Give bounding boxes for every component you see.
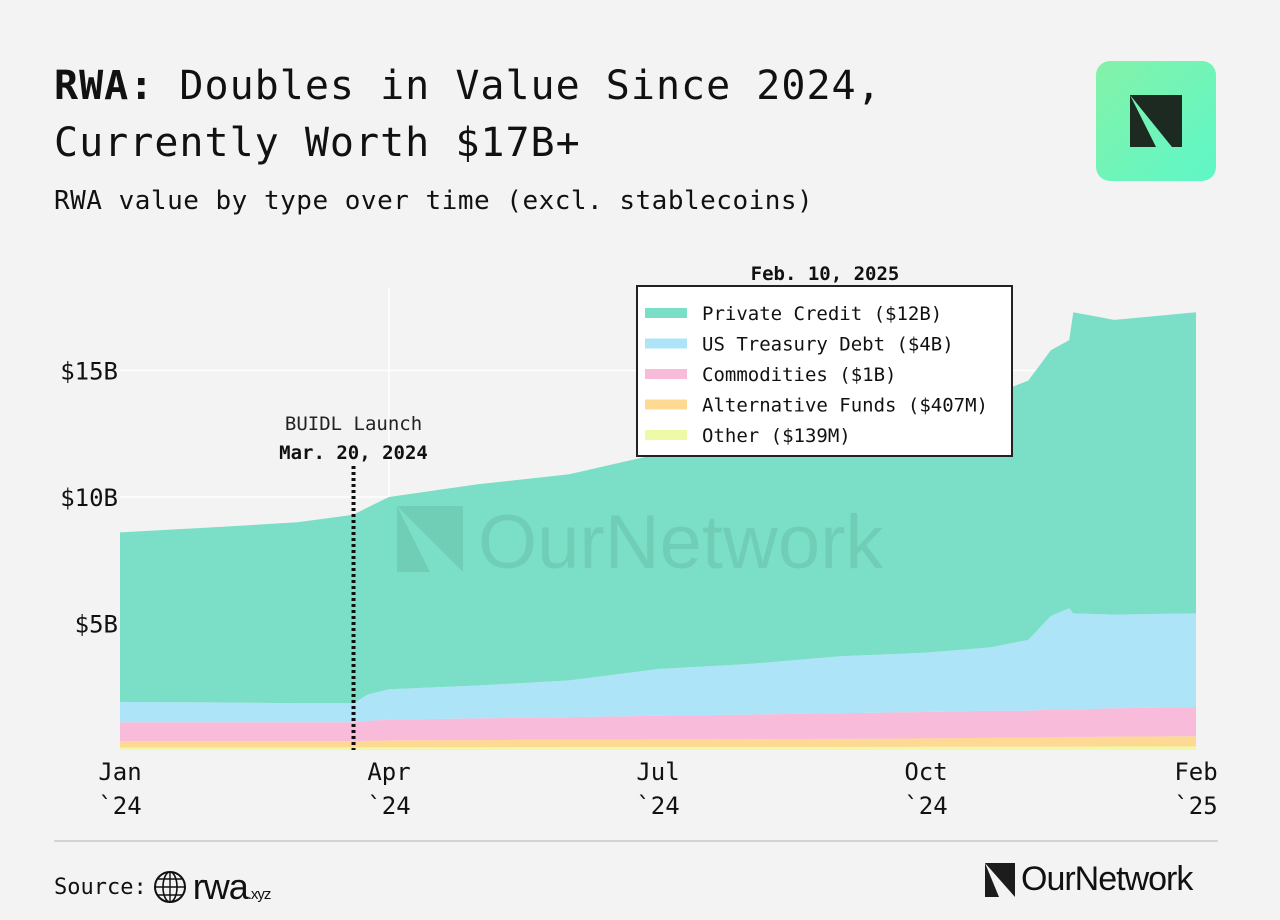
legend-label: Other ($139M)	[702, 425, 851, 447]
x-tick-label: Feb	[1174, 758, 1217, 786]
x-tick-year-label: `25	[1174, 792, 1217, 820]
y-tick-label: $10B	[60, 484, 118, 512]
legend-swatch	[645, 399, 687, 410]
rwa-xyz-logo: rwa.xyz	[192, 866, 272, 908]
ournetwork-mark-icon	[985, 862, 1015, 897]
ournetwork-brand: OurNetwork	[985, 860, 1193, 899]
globe-icon	[153, 871, 186, 903]
source-label: Source:	[54, 874, 147, 900]
area-us-treasury-debt	[120, 608, 1196, 723]
x-tick-label: Apr	[367, 758, 410, 786]
legend-swatch	[645, 430, 687, 440]
legend-label: US Treasury Debt ($4B)	[702, 334, 954, 356]
legend-label: Alternative Funds ($407M)	[702, 395, 988, 417]
y-tick-label: $15B	[60, 358, 118, 386]
area-private-credit	[120, 312, 1196, 704]
legend-swatch	[645, 308, 687, 318]
chart-subtitle: RWA value by type over time (excl. stabl…	[54, 186, 814, 216]
ournetwork-logo	[1096, 61, 1216, 181]
title-line2: Currently Worth $17B+	[54, 120, 581, 166]
legend-swatch	[645, 338, 687, 349]
watermark: OurNetwork	[397, 500, 884, 585]
legend-box	[636, 285, 1013, 457]
source-credit: Source: rwa.xyz	[54, 866, 272, 908]
legend-title: Feb. 10, 2025	[751, 263, 900, 285]
legend-label: Private Credit ($12B)	[702, 303, 942, 325]
annotation-date: Mar. 20, 2024	[279, 442, 428, 464]
area-alternative-funds	[120, 736, 1196, 748]
legend-swatch	[645, 369, 687, 379]
area-chart: OurNetwork $5B $10B $15B Jan `24 Apr `24 Jul `24…	[60, 263, 1217, 820]
x-tick-label: Jan	[98, 758, 141, 786]
annotation-label: BUIDL Launch	[285, 413, 422, 435]
x-tick-label: Jul	[636, 758, 679, 786]
footer-divider	[54, 840, 1218, 842]
x-tick-year-label: `24	[904, 792, 947, 820]
brand-text: OurNetwork	[1021, 860, 1193, 898]
rwa-suffix: .xyz	[247, 886, 272, 903]
x-tick-year-label: `24	[636, 792, 679, 820]
rwa-text: rwa	[192, 866, 249, 907]
title-line1: Doubles in Value Since 2024,	[154, 63, 882, 109]
title-bold: RWA:	[54, 63, 155, 109]
area-other	[120, 746, 1196, 750]
legend-label: Commodities ($1B)	[702, 364, 896, 386]
chart-title: RWA: Doubles in Value Since 2024, Curren…	[54, 58, 882, 172]
x-tick-label: Oct	[904, 758, 947, 786]
watermark-text: OurNetwork	[478, 500, 884, 585]
x-tick-year-label: `24	[367, 792, 410, 820]
y-tick-label: $5B	[75, 611, 118, 639]
x-tick-year-label: `24	[98, 792, 141, 820]
area-commodities	[120, 707, 1196, 742]
logo-mark-icon	[1130, 95, 1182, 147]
